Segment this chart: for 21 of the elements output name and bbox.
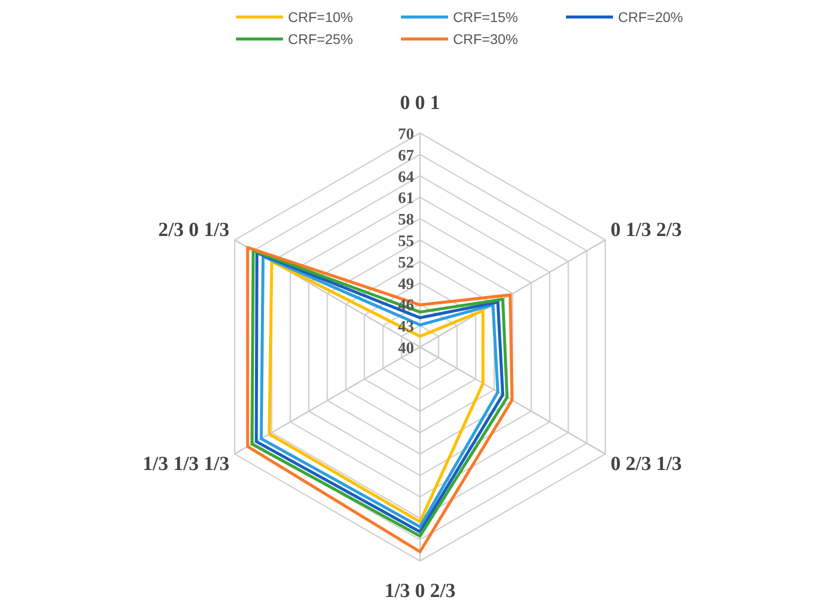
y-tick-label: 46 <box>398 297 414 314</box>
legend-label: CRF=30% <box>453 31 518 47</box>
legend-label: CRF=10% <box>288 9 353 25</box>
y-tick-label: 40 <box>398 340 414 357</box>
y-tick-label: 61 <box>398 190 414 208</box>
spoke-label: 0 0 1 <box>400 92 440 114</box>
spoke-label: 2/3 0 1/3 <box>158 219 230 241</box>
spoke-label: 1/3 0 2/3 <box>384 580 456 602</box>
y-tick-label: 55 <box>398 233 414 250</box>
spoke-label: 1/3 1/3 1/3 <box>142 453 230 475</box>
y-tick-label: 64 <box>398 168 414 186</box>
y-tick-label: 49 <box>398 276 414 293</box>
legend-label: CRF=15% <box>453 9 518 25</box>
y-tick-label: 52 <box>398 254 414 272</box>
spoke-label: 0 2/3 1/3 <box>610 453 682 475</box>
legend-label: CRF=25% <box>288 31 353 47</box>
y-tick-label: 58 <box>398 212 414 229</box>
y-tick-label: 70 <box>398 126 414 143</box>
y-tick-label: 67 <box>398 147 414 164</box>
legend-label: CRF=20% <box>618 9 683 25</box>
spoke-label: 0 1/3 2/3 <box>610 219 682 241</box>
